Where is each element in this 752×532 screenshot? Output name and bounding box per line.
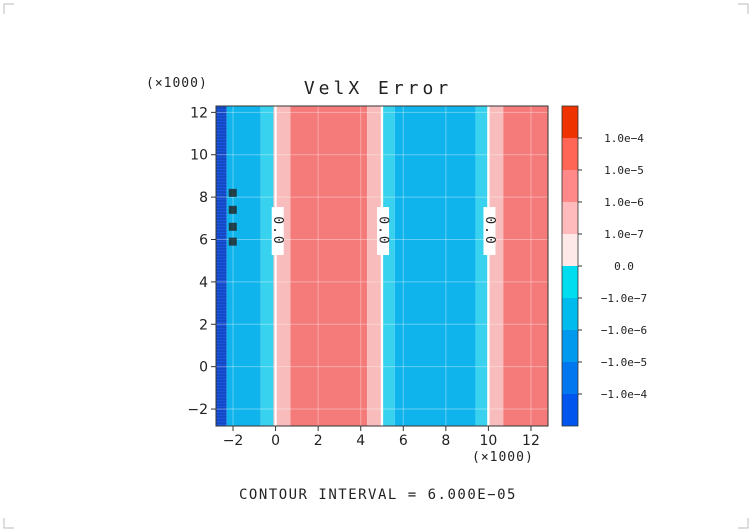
contour-band-0 bbox=[216, 106, 227, 426]
colorbar-label-4: 0.0 bbox=[614, 260, 634, 273]
x-tick-label-4: 6 bbox=[399, 433, 408, 449]
contour-band-6 bbox=[383, 106, 395, 426]
left-edge-label-mark-3 bbox=[228, 237, 237, 246]
colorbar-label-2: −1.0e−6 bbox=[601, 324, 647, 337]
contour-label-bg-0 bbox=[271, 207, 284, 256]
x-tick-label-0: −2 bbox=[223, 433, 244, 449]
colorbar-swatch-1 bbox=[562, 362, 578, 394]
page-corner-marks bbox=[3, 3, 749, 529]
x-tick-label-7: 12 bbox=[522, 433, 540, 449]
colorbar-label-1: −1.0e−5 bbox=[601, 356, 647, 369]
y-tick-label-7: 12 bbox=[190, 105, 208, 121]
plot-area: 0.0 0.0 0.0 −2 0 2 4 6 8 10 12 −2 0 2 4 6 8 10 12 bbox=[187, 105, 549, 449]
x-tick-label-1: 0 bbox=[271, 433, 280, 449]
colorbar-swatch-2 bbox=[562, 330, 578, 362]
colorbar-label-5: 1.0e−7 bbox=[604, 228, 644, 241]
contour-label-bg-2 bbox=[483, 207, 496, 256]
y-tick-label-6: 10 bbox=[190, 148, 208, 164]
colorbar-label-6: 1.0e−6 bbox=[604, 196, 644, 209]
contour-band-7 bbox=[394, 106, 476, 426]
x-multiplier-label: (×1000) bbox=[472, 450, 534, 465]
left-edge-label-mark-2 bbox=[228, 222, 237, 231]
y-tick-label-0: −2 bbox=[187, 402, 208, 418]
colorbar-swatch-9 bbox=[562, 106, 578, 138]
left-edge-label-mark-0 bbox=[228, 188, 237, 197]
contour-band-3 bbox=[273, 106, 291, 426]
y-multiplier-label: (×1000) bbox=[146, 76, 208, 91]
contour-label-2: 0.0 bbox=[482, 216, 497, 245]
contour-label-0: 0.0 bbox=[270, 216, 285, 245]
y-tick-label-3: 4 bbox=[199, 275, 208, 291]
colorbar-swatch-7 bbox=[562, 170, 578, 202]
colorbar-swatch-4 bbox=[562, 266, 578, 298]
x-tick-label-2: 2 bbox=[314, 433, 323, 449]
contour-band-5 bbox=[367, 106, 381, 426]
left-edge-contour-lines bbox=[216, 107, 227, 424]
contour-band-1 bbox=[226, 106, 261, 426]
colorbar-swatch-6 bbox=[562, 202, 578, 234]
x-tick-label-5: 8 bbox=[441, 433, 450, 449]
colorbar-swatch-5 bbox=[562, 234, 578, 266]
colorbar-label-7: 1.0e−5 bbox=[604, 164, 644, 177]
contour-label-1: 0.0 bbox=[376, 216, 391, 245]
contour-band-4 bbox=[290, 106, 368, 426]
contour-band-2 bbox=[260, 106, 274, 426]
y-tick-label-5: 8 bbox=[199, 190, 208, 206]
colorbar: −1.0e−4 −1.0e−5 −1.0e−6 −1.0e−7 0.0 1.0e−7 1.0… bbox=[561, 105, 648, 427]
y-tick-label-4: 6 bbox=[199, 233, 208, 249]
left-edge-contour-labels bbox=[228, 188, 237, 246]
colorbar-swatch-3 bbox=[562, 298, 578, 330]
colorbar-label-0: −1.0e−4 bbox=[601, 388, 648, 401]
y-tick-label-2: 2 bbox=[199, 317, 208, 333]
left-edge-label-mark-1 bbox=[228, 205, 237, 214]
colorbar-label-3: −1.0e−7 bbox=[601, 292, 647, 305]
x-tick-label-3: 4 bbox=[356, 433, 365, 449]
contour-interval-footer: CONTOUR INTERVAL = 6.000E−05 bbox=[239, 487, 517, 503]
x-tick-label-6: 10 bbox=[479, 433, 497, 449]
contour-band-8 bbox=[475, 106, 488, 426]
colorbar-label-8: 1.0e−4 bbox=[604, 132, 644, 145]
contour-band-10 bbox=[503, 106, 548, 426]
contour-band-9 bbox=[489, 106, 504, 426]
chart-title: VelX Error bbox=[304, 78, 452, 99]
colorbar-swatch-8 bbox=[562, 138, 578, 170]
contour-label-bg-1 bbox=[377, 207, 390, 256]
colorbar-swatch-0 bbox=[562, 394, 578, 426]
y-tick-label-1: 0 bbox=[199, 360, 208, 376]
plot-frame bbox=[215, 105, 549, 427]
